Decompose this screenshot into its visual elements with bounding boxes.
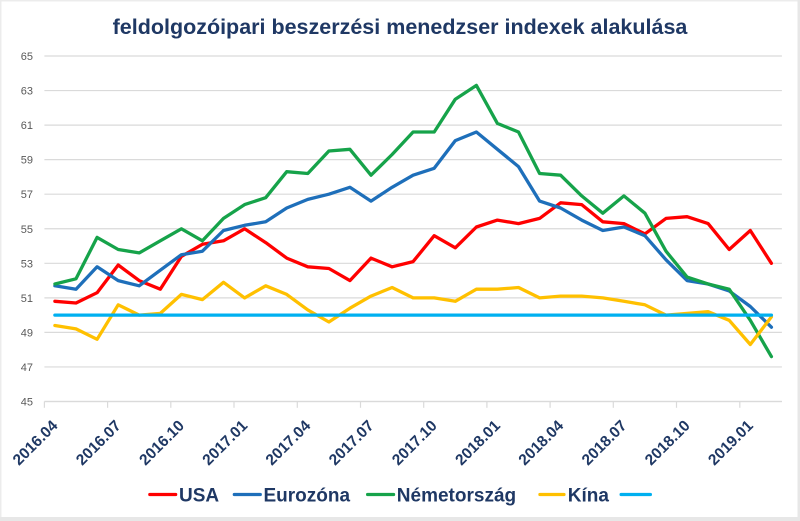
svg-text:USA: USA <box>179 485 219 506</box>
svg-text:Kína: Kína <box>568 485 610 506</box>
svg-text:47: 47 <box>21 362 33 374</box>
svg-text:45: 45 <box>21 397 33 409</box>
svg-text:61: 61 <box>21 120 33 132</box>
svg-text:55: 55 <box>21 224 33 236</box>
svg-text:51: 51 <box>21 293 33 305</box>
svg-text:57: 57 <box>21 189 33 201</box>
svg-text:59: 59 <box>21 155 33 167</box>
svg-text:53: 53 <box>21 258 33 270</box>
svg-text:Németország: Németország <box>397 485 516 506</box>
svg-text:49: 49 <box>21 327 33 339</box>
svg-text:63: 63 <box>21 86 33 98</box>
svg-text:65: 65 <box>21 51 33 63</box>
svg-text:Eurozóna: Eurozóna <box>264 485 351 506</box>
svg-text:feldolgozóipari beszerzési men: feldolgozóipari beszerzési menedzser ind… <box>113 15 689 39</box>
